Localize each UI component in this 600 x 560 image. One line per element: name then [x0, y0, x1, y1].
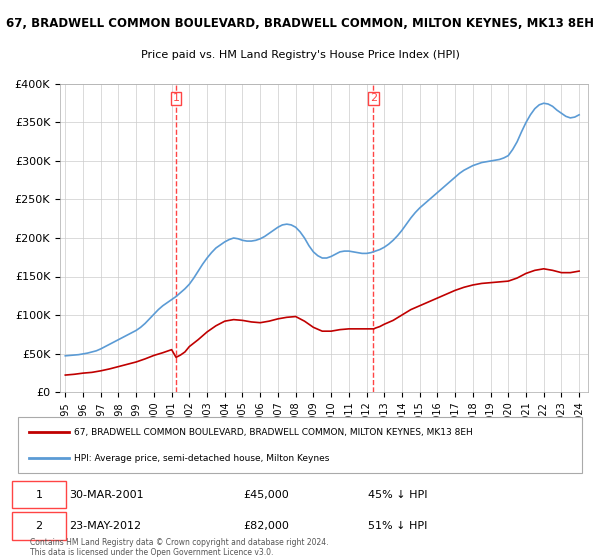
FancyBboxPatch shape — [13, 512, 66, 540]
Text: 67, BRADWELL COMMON BOULEVARD, BRADWELL COMMON, MILTON KEYNES, MK13 8EH: 67, BRADWELL COMMON BOULEVARD, BRADWELL … — [6, 17, 594, 30]
Text: Contains HM Land Registry data © Crown copyright and database right 2024.
This d: Contains HM Land Registry data © Crown c… — [30, 538, 329, 557]
Text: HPI: Average price, semi-detached house, Milton Keynes: HPI: Average price, semi-detached house,… — [74, 454, 330, 463]
Text: 1: 1 — [173, 93, 179, 103]
Text: 67, BRADWELL COMMON BOULEVARD, BRADWELL COMMON, MILTON KEYNES, MK13 8EH: 67, BRADWELL COMMON BOULEVARD, BRADWELL … — [74, 428, 473, 437]
Text: 1: 1 — [35, 489, 43, 500]
FancyBboxPatch shape — [13, 481, 66, 508]
Text: £45,000: £45,000 — [244, 489, 289, 500]
Text: 23-MAY-2012: 23-MAY-2012 — [69, 521, 141, 531]
Text: Price paid vs. HM Land Registry's House Price Index (HPI): Price paid vs. HM Land Registry's House … — [140, 50, 460, 60]
FancyBboxPatch shape — [18, 417, 582, 473]
Text: 30-MAR-2001: 30-MAR-2001 — [69, 489, 143, 500]
Text: 45% ↓ HPI: 45% ↓ HPI — [368, 489, 427, 500]
Text: 51% ↓ HPI: 51% ↓ HPI — [368, 521, 427, 531]
Text: 2: 2 — [35, 521, 43, 531]
Text: 2: 2 — [370, 93, 377, 103]
Text: £82,000: £82,000 — [244, 521, 289, 531]
